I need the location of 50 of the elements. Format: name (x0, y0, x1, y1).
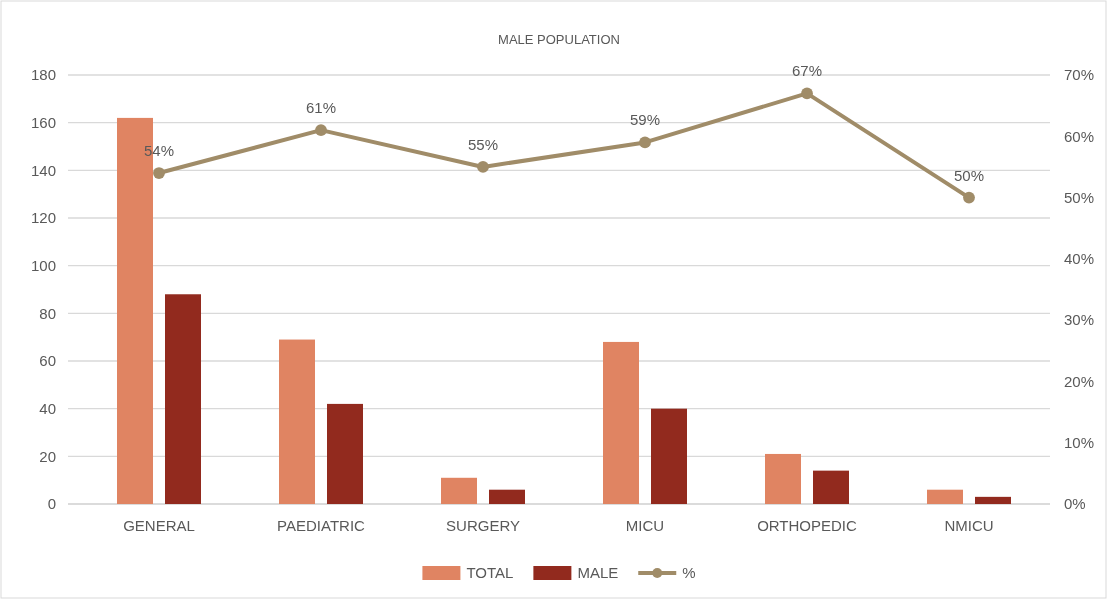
data-label: 61% (305, 99, 337, 117)
bar (975, 496, 1011, 504)
y2-tick-label: 10% (1064, 434, 1095, 452)
x-tick-label: ORTHOPEDIC (757, 516, 858, 534)
y-tick-label: 80 (39, 304, 56, 322)
y-tick-label: 120 (30, 209, 56, 227)
y2-tick-label: 50% (1064, 188, 1095, 206)
bar (765, 453, 801, 504)
x-tick-label: SURGERY (446, 516, 520, 534)
data-label: 67% (791, 62, 823, 80)
legend-label: MALE (577, 564, 619, 581)
y-tick-label: 20 (39, 447, 56, 465)
data-label: 59% (629, 111, 661, 129)
x-tick-label: MICU (625, 516, 665, 534)
point (477, 161, 489, 173)
bar (927, 489, 963, 504)
y2-tick-label: 20% (1064, 372, 1095, 390)
y-tick-label: 140 (30, 161, 56, 179)
data-label: 55% (467, 135, 499, 153)
bar (279, 339, 315, 504)
bar (813, 470, 849, 504)
point (153, 167, 165, 179)
y2-tick-label: 30% (1064, 311, 1095, 329)
y-tick-label: 40 (39, 399, 56, 417)
y-tick-label: 0 (47, 495, 56, 513)
bar (441, 477, 477, 504)
bar (489, 489, 525, 504)
y-tick-label: 100 (30, 256, 56, 274)
y2-tick-label: 40% (1064, 250, 1095, 268)
bar (165, 294, 201, 504)
y2-tick-label: 60% (1064, 127, 1095, 145)
data-label: 50% (953, 166, 985, 184)
bar (651, 408, 687, 504)
y-tick-label: 180 (30, 66, 56, 84)
point (963, 191, 975, 204)
legend-label: TOTAL (466, 564, 514, 581)
point (639, 136, 651, 149)
y2-tick-label: 0% (1064, 495, 1086, 513)
chart-title: MALE POPULATION (498, 32, 620, 47)
bar (327, 403, 363, 504)
legend-label: % (682, 564, 696, 581)
y-tick-label: 60 (39, 352, 56, 370)
bar (603, 341, 639, 504)
x-tick-label: GENERAL (123, 516, 195, 534)
point (315, 124, 327, 137)
x-tick-label: NMICU (944, 516, 994, 534)
y-tick-label: 160 (30, 113, 56, 131)
point (801, 87, 813, 100)
y2-tick-label: 70% (1064, 66, 1095, 84)
x-tick-label: PAEDIATRIC (277, 516, 366, 534)
